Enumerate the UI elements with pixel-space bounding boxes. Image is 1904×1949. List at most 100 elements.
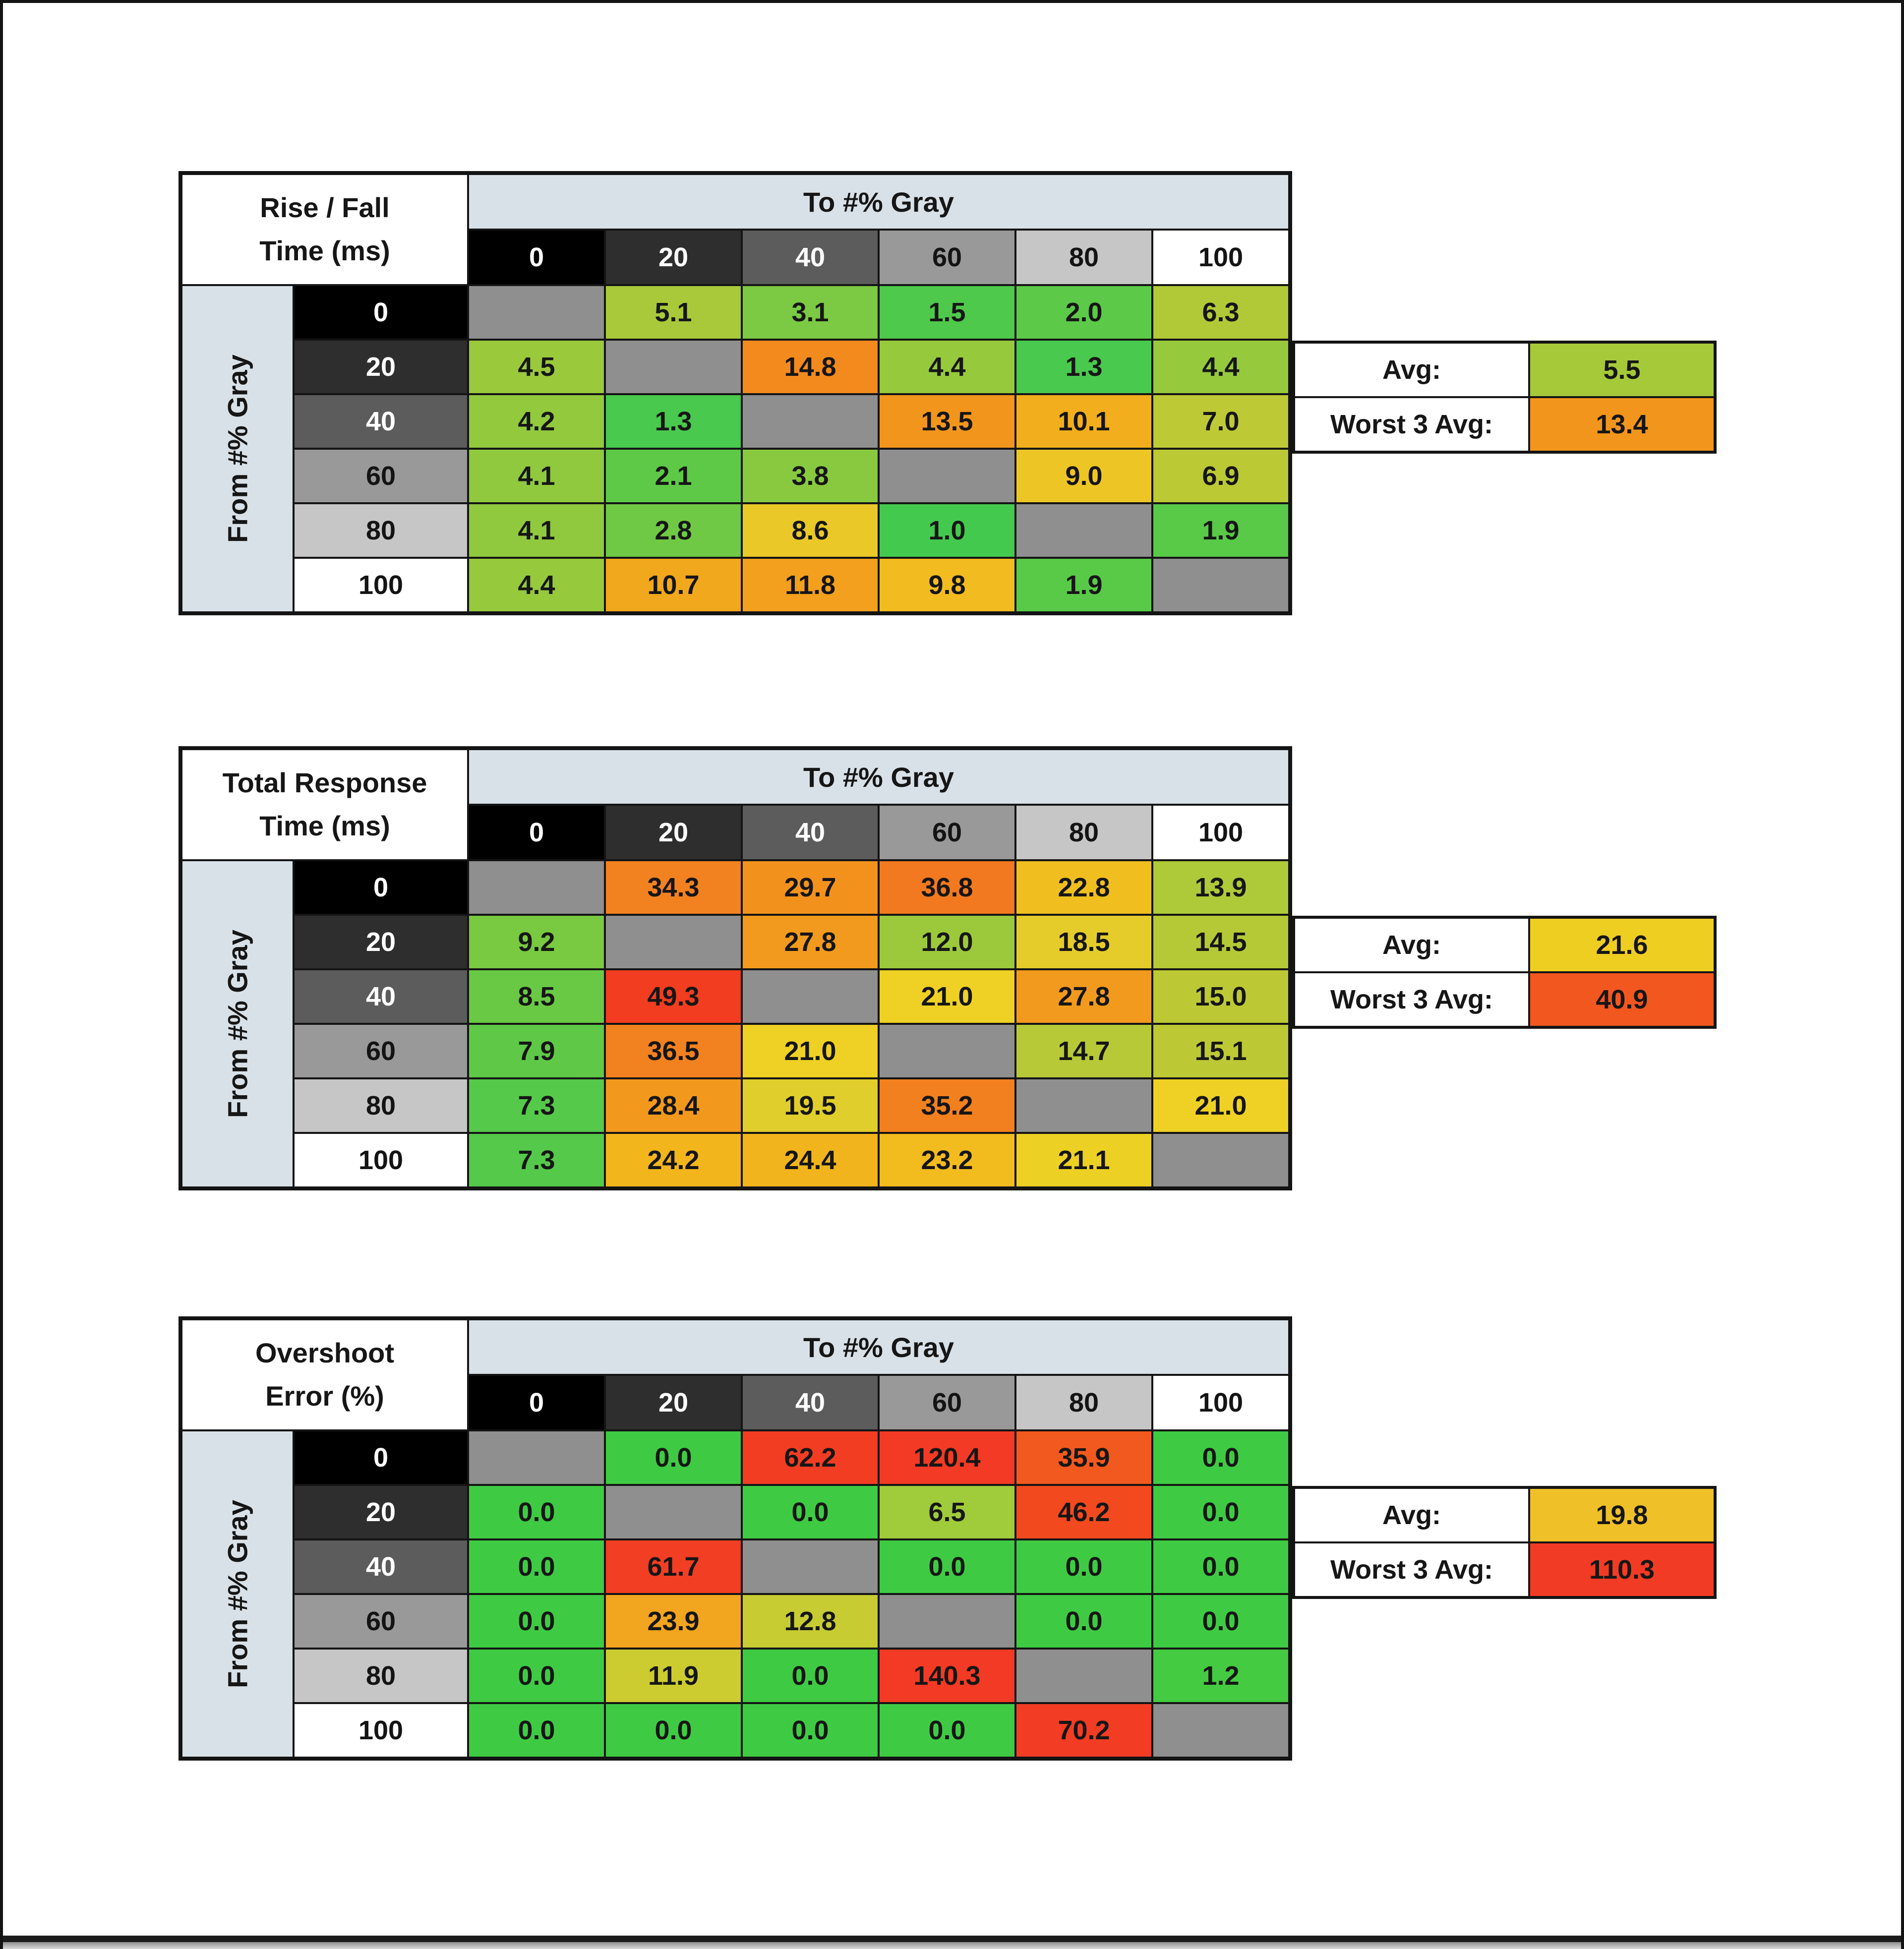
cell-from0-to0-diagonal [469, 286, 604, 339]
cell-from100-to100-diagonal [1153, 559, 1288, 611]
cell-from40-to100: 15.0 [1153, 970, 1288, 1023]
row-axis-label: From #% Gray [222, 930, 253, 1118]
cell-from100-to0: 7.3 [469, 1134, 604, 1186]
cell-from40-to80: 0.0 [1016, 1540, 1151, 1593]
col-header-20: 20 [606, 806, 741, 859]
cell-from60-to100: 15.1 [1153, 1025, 1288, 1077]
cell-from60-to0: 0.0 [469, 1595, 604, 1648]
row-header-40: 40 [295, 1540, 467, 1593]
col-axis-label: To #% Gray [469, 175, 1288, 229]
cell-from0-to20: 34.3 [606, 861, 741, 914]
col-header-40: 40 [743, 806, 878, 859]
avg-value: 21.6 [1530, 919, 1714, 971]
cell-from40-to60: 13.5 [880, 395, 1014, 448]
cell-from20-to0: 0.0 [469, 1486, 604, 1538]
cell-from80-to0: 0.0 [469, 1650, 604, 1702]
col-header-80: 80 [1016, 806, 1151, 859]
cell-from40-to20: 61.7 [606, 1540, 741, 1593]
cell-from0-to60: 1.5 [880, 286, 1014, 339]
cell-from80-to80-diagonal [1016, 1079, 1151, 1132]
row-header-100: 100 [295, 1134, 467, 1186]
cell-from80-to100: 21.0 [1153, 1079, 1288, 1132]
worst3avg-label: Worst 3 Avg: [1295, 1543, 1528, 1596]
table-title-rise-fall-time: Rise / Fall Time (ms) [182, 175, 467, 284]
cell-from40-to80: 10.1 [1016, 395, 1151, 448]
table-title-line1: Rise / Fall [260, 192, 390, 224]
worst3avg-value: 13.4 [1530, 398, 1714, 451]
table-overshoot-error: Overshoot Error (%) To #% Gray 0 20 40 60 80 100… [178, 1316, 1717, 1761]
cell-from40-to40-diagonal [743, 1540, 878, 1593]
cell-from40-to100: 0.0 [1153, 1540, 1288, 1593]
row-header-60: 60 [295, 1025, 467, 1077]
col-header-60: 60 [880, 1376, 1014, 1429]
cell-from40-to0: 0.0 [469, 1540, 604, 1593]
worst3avg-value: 40.9 [1530, 973, 1714, 1026]
cell-from100-to100-diagonal [1153, 1704, 1288, 1757]
cell-from80-to40: 19.5 [743, 1079, 878, 1132]
col-header-0: 0 [469, 806, 604, 859]
col-header-0: 0 [469, 231, 604, 284]
cell-from100-to100-diagonal [1153, 1134, 1288, 1186]
cell-from20-to80: 46.2 [1016, 1486, 1151, 1538]
row-header-80: 80 [295, 1650, 467, 1702]
table-title-total-response-time: Total Response Time (ms) [182, 750, 467, 859]
cell-from80-to80-diagonal [1016, 1650, 1151, 1702]
col-header-40: 40 [743, 231, 878, 284]
cell-from100-to60: 9.8 [880, 559, 1014, 611]
cell-from0-to20: 5.1 [606, 286, 741, 339]
table-rise-fall-time: Rise / Fall Time (ms) To #% Gray 0 20 40 60 80 1… [178, 171, 1717, 615]
cell-from80-to20: 28.4 [606, 1079, 741, 1132]
cell-from60-to40: 12.8 [743, 1595, 878, 1648]
cell-from20-to60: 12.0 [880, 916, 1014, 968]
cell-from100-to40: 0.0 [743, 1704, 878, 1757]
avg-label: Avg: [1295, 919, 1528, 971]
cell-from80-to40: 0.0 [743, 1650, 878, 1702]
cell-from100-to0: 0.0 [469, 1704, 604, 1757]
cell-from0-to60: 120.4 [880, 1431, 1014, 1484]
window-bottom-edge [0, 1936, 1904, 1942]
row-axis-band: From #% Gray [182, 861, 293, 1186]
cell-from20-to0: 9.2 [469, 916, 604, 968]
cell-from80-to60: 35.2 [880, 1079, 1014, 1132]
cell-from80-to0: 4.1 [469, 504, 604, 557]
cell-from60-to100: 0.0 [1153, 1595, 1288, 1648]
cell-from60-to60-diagonal [880, 1025, 1014, 1077]
col-header-20: 20 [606, 231, 741, 284]
avg-label: Avg: [1295, 1489, 1528, 1541]
row-header-100: 100 [295, 1704, 467, 1757]
cell-from100-to80: 1.9 [1016, 559, 1151, 611]
row-header-20: 20 [295, 1486, 467, 1538]
row-header-60: 60 [295, 450, 467, 502]
col-header-80: 80 [1016, 231, 1151, 284]
cell-from40-to100: 7.0 [1153, 395, 1288, 448]
cell-from20-to60: 6.5 [880, 1486, 1014, 1538]
cell-from80-to0: 7.3 [469, 1079, 604, 1132]
row-header-100: 100 [295, 559, 467, 611]
cell-from80-to80-diagonal [1016, 504, 1151, 557]
summary-rise-fall-time: Avg: 5.5 Worst 3 Avg: 13.4 [1292, 341, 1717, 454]
cell-from0-to40: 3.1 [743, 286, 878, 339]
row-header-80: 80 [295, 504, 467, 557]
cell-from0-to20: 0.0 [606, 1431, 741, 1484]
cell-from0-to80: 35.9 [1016, 1431, 1151, 1484]
cell-from20-to20-diagonal [606, 341, 741, 393]
cell-from20-to20-diagonal [606, 916, 741, 968]
col-axis-label: To #% Gray [469, 750, 1288, 804]
worst3avg-label: Worst 3 Avg: [1295, 973, 1528, 1026]
row-header-0: 0 [295, 1431, 467, 1484]
cell-from40-to20: 1.3 [606, 395, 741, 448]
row-header-60: 60 [295, 1595, 467, 1648]
col-axis-label: To #% Gray [469, 1320, 1288, 1374]
cell-from100-to60: 23.2 [880, 1134, 1014, 1186]
cell-from60-to40: 3.8 [743, 450, 878, 502]
cell-from40-to0: 8.5 [469, 970, 604, 1023]
worst3avg-value: 110.3 [1530, 1543, 1714, 1596]
cell-from60-to0: 4.1 [469, 450, 604, 502]
row-axis-label: From #% Gray [222, 1500, 253, 1688]
cell-from20-to40: 0.0 [743, 1486, 878, 1538]
col-header-60: 60 [880, 806, 1014, 859]
cell-from40-to80: 27.8 [1016, 970, 1151, 1023]
cell-from20-to80: 18.5 [1016, 916, 1151, 968]
summary-overshoot-error: Avg: 19.8 Worst 3 Avg: 110.3 [1292, 1486, 1717, 1599]
